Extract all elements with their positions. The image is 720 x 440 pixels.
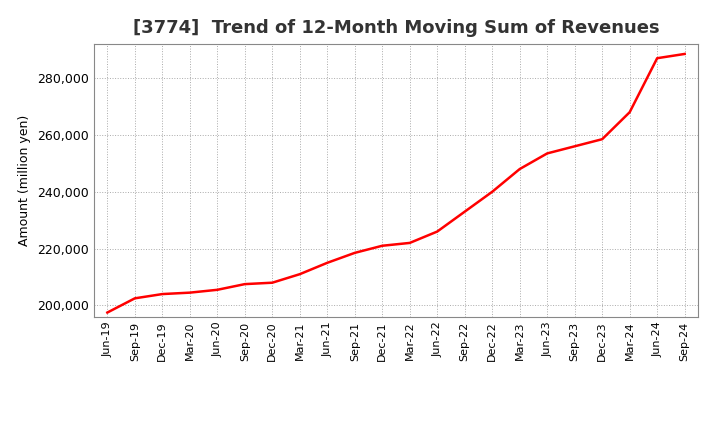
- Title: [3774]  Trend of 12-Month Moving Sum of Revenues: [3774] Trend of 12-Month Moving Sum of R…: [132, 19, 660, 37]
- Y-axis label: Amount (million yen): Amount (million yen): [18, 115, 31, 246]
